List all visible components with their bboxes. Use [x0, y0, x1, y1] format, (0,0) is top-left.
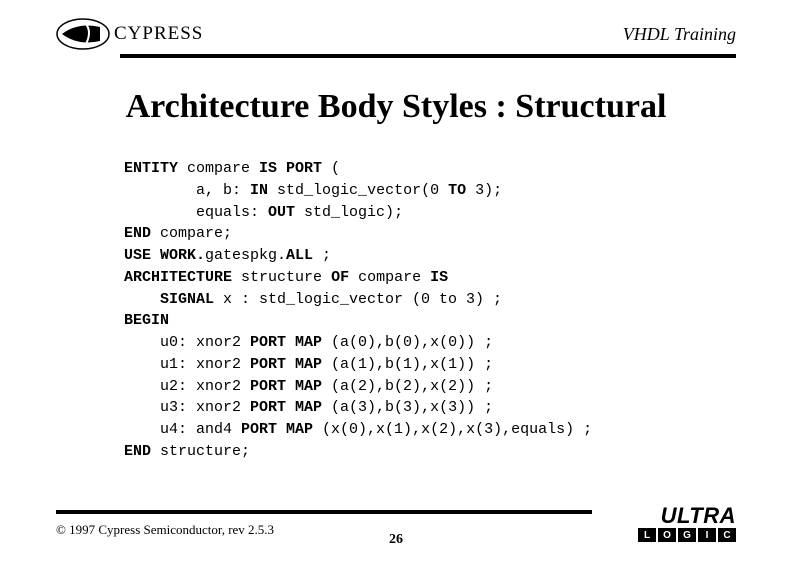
kw: OUT — [268, 204, 295, 221]
tok: compare — [349, 269, 430, 286]
tok: (a(0),b(0),x(0)) ; — [322, 334, 493, 351]
kw: TO — [448, 182, 466, 199]
tok: structure — [232, 269, 331, 286]
tok: (a(1),b(1),x(1)) ; — [322, 356, 493, 373]
tok: u0: xnor2 — [124, 334, 250, 351]
code-block: ENTITY compare IS PORT ( a, b: IN std_lo… — [124, 158, 592, 463]
kw: END — [124, 225, 151, 242]
logo-text: CYPRESS — [114, 23, 203, 45]
cypress-icon — [56, 18, 110, 50]
tok: compare — [178, 160, 259, 177]
tok: ( — [322, 160, 340, 177]
tok: u2: xnor2 — [124, 378, 250, 395]
slide-header: CYPRESS VHDL Training — [56, 18, 736, 50]
kw: IN — [250, 182, 268, 199]
tok: (x(0),x(1),x(2),x(3),equals) ; — [313, 421, 592, 438]
tok: ; — [322, 247, 331, 264]
tok: x : std_logic_vector (0 to 3) ; — [214, 291, 502, 308]
kw: IS — [430, 269, 448, 286]
tok: equals: — [124, 204, 268, 221]
tok: u1: xnor2 — [124, 356, 250, 373]
kw: SIGNAL — [124, 291, 214, 308]
kw: PORT MAP — [250, 378, 322, 395]
tok: gatespkg. — [205, 247, 286, 264]
kw: PORT MAP — [250, 356, 322, 373]
kw: ENTITY — [124, 160, 178, 177]
kw: USE WORK. — [124, 247, 205, 264]
tok: u4: and4 — [124, 421, 241, 438]
tok: 3); — [466, 182, 502, 199]
training-label: VHDL Training — [623, 24, 736, 45]
kw: END — [124, 443, 151, 460]
kw: ARCHITECTURE — [124, 269, 232, 286]
slide-title: Architecture Body Styles : Structural — [0, 88, 792, 126]
ultra-letter: O — [658, 528, 676, 542]
tok: a, b: — [124, 182, 250, 199]
tok: structure; — [151, 443, 250, 460]
ultra-letter-row: L O G I C — [638, 528, 736, 542]
ultra-logic-logo: ULTRA L O G I C — [638, 506, 736, 542]
ultra-letter: G — [678, 528, 696, 542]
ultra-letter: C — [718, 528, 736, 542]
tok: (a(2),b(2),x(2)) ; — [322, 378, 493, 395]
tok: std_logic_vector(0 — [268, 182, 448, 199]
cypress-logo: CYPRESS — [56, 18, 203, 50]
kw: PORT MAP — [250, 334, 322, 351]
tok: (a(3),b(3),x(3)) ; — [322, 399, 493, 416]
kw: PORT MAP — [241, 421, 313, 438]
tok: compare; — [151, 225, 232, 242]
header-rule — [120, 54, 736, 58]
kw: ALL — [286, 247, 322, 264]
kw: OF — [331, 269, 349, 286]
ultra-letter: I — [698, 528, 716, 542]
ultra-text: ULTRA — [638, 506, 736, 526]
kw: PORT MAP — [250, 399, 322, 416]
tok: std_logic); — [295, 204, 403, 221]
kw: BEGIN — [124, 312, 169, 329]
kw: IS PORT — [259, 160, 322, 177]
ultra-letter: L — [638, 528, 656, 542]
tok: u3: xnor2 — [124, 399, 250, 416]
footer-rule — [56, 510, 592, 514]
